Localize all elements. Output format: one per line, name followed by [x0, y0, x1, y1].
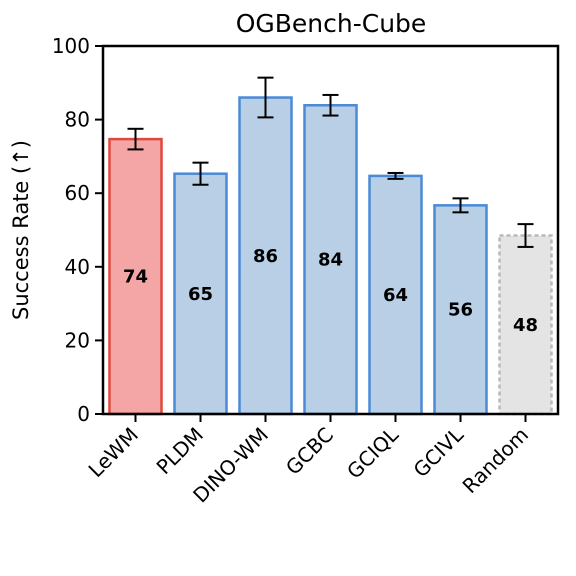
x-tick-label: GCIVL: [409, 422, 469, 482]
bar-value-label: 84: [318, 250, 343, 271]
bar-dino-wm: [238, 96, 293, 416]
error-bar: [322, 93, 339, 117]
bar-value-label: 64: [383, 285, 408, 306]
error-bar: [127, 127, 144, 151]
x-tick-label: Random: [458, 423, 534, 499]
bar-pldm: [173, 172, 228, 416]
error-bar: [452, 197, 469, 214]
y-tick-label: 40: [65, 255, 90, 279]
error-bar: [517, 223, 534, 248]
bar-value-label: 65: [188, 284, 213, 305]
y-tick-label: 0: [77, 402, 90, 426]
error-bar: [257, 76, 274, 119]
bar-random: [498, 234, 553, 416]
y-axis-label: Success Rate (↑): [9, 140, 33, 320]
error-bar: [192, 161, 209, 186]
y-tick-label: 20: [65, 328, 90, 352]
y-tick-label: 100: [52, 34, 90, 58]
y-tick-label: 80: [65, 108, 90, 132]
bar-gciql: [368, 174, 423, 416]
y-axis-ticks: 0 20 40 60 80 100: [52, 34, 103, 426]
x-tick-label: LeWM: [84, 423, 143, 482]
bar-value-label: 86: [253, 246, 278, 267]
plot-frame: [101, 44, 560, 416]
bar-value-label: 56: [448, 300, 473, 321]
error-bar: [387, 171, 404, 180]
bar-value-label: 48: [513, 315, 538, 336]
y-tick-label: 60: [65, 181, 90, 205]
bar-gcivl: [433, 204, 488, 416]
chart-title: OGBench-Cube: [236, 9, 427, 38]
x-tick-label: GCIQL: [342, 422, 404, 484]
x-tick-label: GCBC: [281, 423, 338, 480]
bar-labels-group: 74 65 86 84 64 56 48: [123, 246, 538, 336]
bar-value-label: 74: [123, 267, 148, 288]
x-tick-label: PLDM: [152, 423, 208, 479]
error-bars-group: [127, 76, 534, 248]
